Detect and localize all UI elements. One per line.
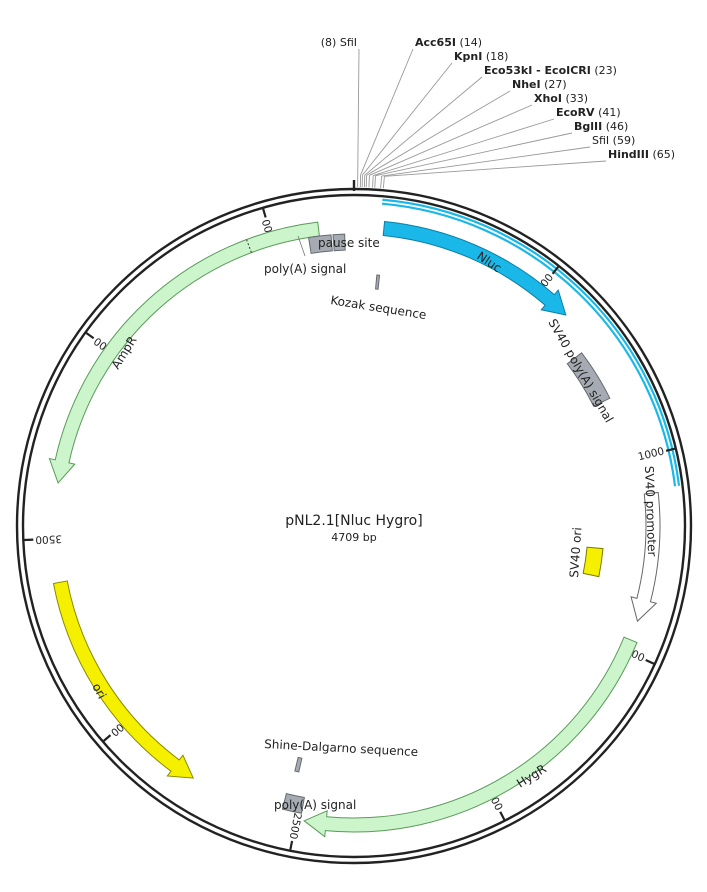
feature-ori-7 — [52, 580, 195, 779]
tick-1000 — [665, 447, 676, 452]
feature-kozak-sequence-11 — [375, 274, 381, 290]
feature-nluc-0 — [382, 220, 567, 316]
site-xhoi-33: XhoI (33) — [368, 92, 588, 188]
site-ecorv-41: EcoRV (41) — [372, 106, 621, 188]
label-polya-top: poly(A) signal — [264, 262, 346, 276]
site-sfii-8: (8) SfiI — [321, 36, 360, 188]
site-label: Eco53kI - EcoICRI (23) — [484, 64, 617, 77]
plasmid-size: 4709 bp — [331, 531, 376, 544]
site-label: HindIII (65) — [608, 148, 675, 161]
site-label: XhoI (33) — [534, 92, 588, 105]
plasmid-name: pNL2.1[Nluc Hygro] — [285, 513, 422, 529]
tick-4000 — [85, 332, 95, 340]
features — [48, 220, 661, 838]
highlight-band-2 — [381, 202, 677, 487]
site-label: BglII (46) — [574, 120, 628, 133]
feature-hygr-4 — [303, 636, 638, 838]
site-label: SfiI (59) — [592, 134, 635, 147]
label-sv40-polya: SV40 poly(A) signal — [545, 317, 616, 425]
tick-label-1000: 1000 — [637, 445, 666, 463]
tick-2000 — [499, 811, 506, 821]
tick-4500 — [262, 208, 267, 218]
tick-500 — [551, 266, 560, 275]
highlight-arc — [381, 198, 681, 487]
feature-pause-site-10 — [308, 234, 333, 254]
site-label: EcoRV (41) — [556, 106, 621, 119]
feature-poly-a-signal-9 — [332, 233, 346, 252]
site-label: (8) SfiI — [321, 36, 357, 49]
site-label: Acc65I (14) — [415, 36, 482, 49]
feature-sv40-poly-a-signal-1 — [566, 352, 611, 407]
label-pause-site: pause site — [318, 236, 380, 250]
site-eco53ki-ecoicri-23: Eco53kI - EcoICRI (23) — [363, 64, 617, 188]
label-kozak: Kozak sequence — [330, 293, 428, 322]
label-polya-bottom: poly(A) signal — [274, 798, 356, 812]
feature-sv40-promoter-2 — [630, 491, 661, 623]
label-ori: ori — [89, 681, 109, 701]
tick-label-2500: 2500 — [287, 812, 304, 841]
label-sv40-ori: SV40 ori — [567, 527, 584, 578]
site-nhei-27: NheI (27) — [365, 78, 567, 188]
tick-1500 — [645, 659, 655, 665]
site-label: NheI (27) — [512, 78, 567, 91]
site-hindiii-65: HindIII (65) — [382, 148, 675, 189]
label-shine-dalgarno: Shine-Dalgarno sequence — [264, 737, 419, 759]
restriction-sites: (8) SfiI Acc65I (14)KpnI (18)Eco53kI - Ec… — [321, 36, 675, 189]
site-bglii-46: BglII (46) — [374, 120, 628, 188]
site-kpni-18: KpnI (18) — [361, 50, 508, 188]
site-sfii-59: SfiI (59) — [380, 134, 635, 189]
feature-sv40-ori-3 — [582, 546, 604, 578]
tick-label-3500: 3500 — [35, 532, 62, 545]
site-acc65i-14: Acc65I (14) — [359, 36, 482, 188]
tick-2500 — [289, 840, 294, 851]
feature-poly-a-signal-5 — [281, 792, 305, 814]
polya-leader — [297, 235, 306, 257]
highlight-band-1 — [382, 198, 681, 486]
label-sv40-promoter: SV40 promoter — [642, 466, 659, 557]
feature-ampr-8 — [48, 221, 320, 484]
site-label: KpnI (18) — [454, 50, 508, 63]
tick-3000 — [102, 734, 112, 742]
feature-shine-dalgarno-sequence-6 — [294, 756, 303, 773]
